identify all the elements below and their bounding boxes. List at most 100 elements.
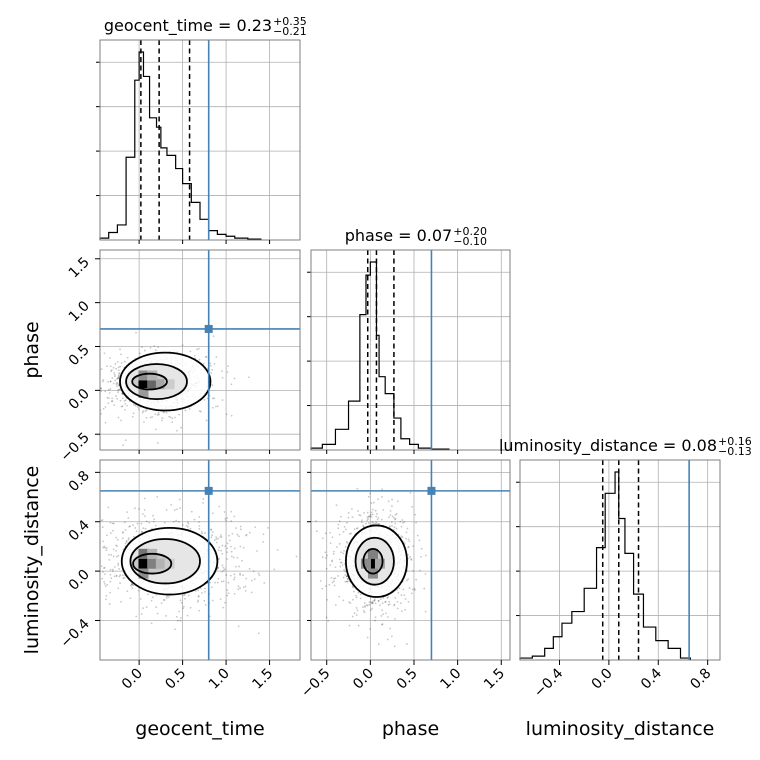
sample-point [109,573,112,576]
sample-point [321,587,324,590]
sample-point [171,417,174,420]
sample-point [407,545,410,548]
y-tick-label: 0.0 [66,567,93,594]
truth-marker [204,324,213,333]
sample-point [104,390,107,393]
sample-point [321,556,324,559]
sample-point [412,545,414,547]
sample-point [210,372,213,375]
sample-point [203,599,206,602]
sample-point [329,542,332,544]
sample-point [120,353,122,356]
sample-point [353,612,356,614]
panel-title-luminosity_distance: luminosity_distance = 0.08 [499,436,717,456]
sample-point [148,521,151,524]
sample-point [394,513,397,516]
hist-panel-luminosity_distance: luminosity_distance = 0.08 +0.16−0.13 [499,435,752,661]
panel-title-phase: phase = 0.07 [345,226,452,245]
sample-point [96,562,98,564]
x-tick-label: 1.0 [206,666,233,693]
sample-point [346,575,348,578]
sample-point [333,584,336,587]
sample-point [104,546,107,549]
sample-point [211,531,214,534]
sample-point [89,545,91,547]
sample-point [125,541,128,543]
sample-point [198,358,201,361]
sample-point [230,550,233,553]
y-tick-label: 0.8 [66,468,93,495]
sample-point [114,379,117,382]
sample-point [90,387,92,389]
sample-point [75,567,77,569]
sample-point [160,602,163,605]
sample-point [161,419,163,422]
density-cell [155,379,166,390]
sample-point [325,616,328,619]
sample-point [359,514,362,517]
sample-point [377,523,379,525]
sample-point [101,577,104,580]
sample-point [355,594,357,597]
sample-point [143,349,146,352]
sample-point [163,599,166,601]
sample-point [178,413,181,416]
sample-point [336,546,338,548]
sample-point [121,405,124,407]
sample-point [168,415,171,418]
sample-point [129,525,132,528]
sample-point [198,525,201,527]
sample-point [209,364,212,367]
sample-point [156,414,159,416]
sample-point [375,512,378,515]
sample-point [372,521,375,524]
sample-point [215,541,218,544]
sample-point [213,539,216,542]
sample-point [212,335,215,338]
sample-point [379,598,382,601]
sample-point [366,604,369,607]
sample-point [218,546,221,549]
title-minus-error: −0.10 [453,235,487,248]
y-tick-label: −0.5 [57,430,92,465]
sample-point [66,554,68,556]
sample-point [221,399,224,401]
sample-point [127,538,130,541]
sample-point [239,525,242,528]
sample-point [357,624,360,627]
contour-line [362,547,384,575]
sample-point [176,619,179,622]
sample-point [344,545,347,548]
sample-point [391,505,393,507]
sample-point [230,545,232,548]
sample-point [117,587,120,590]
sample-point [89,367,91,369]
sample-point [97,377,99,379]
sample-point [343,526,346,528]
sample-point [131,583,133,586]
sample-point [399,520,402,523]
x-tick-label: 0.0 [350,666,377,693]
sample-point [152,520,155,523]
sample-point [103,567,105,570]
sample-point [157,346,160,349]
sample-point [155,606,158,609]
density-cell [147,558,158,569]
sample-point [368,601,371,604]
sample-point [345,575,348,578]
sample-point [123,521,126,524]
sample-point [122,531,125,533]
sample-point [116,545,119,547]
sample-point [364,604,366,607]
histogram-bin [379,377,385,450]
sample-point [213,397,216,400]
contour-line [131,372,168,391]
sample-point [373,599,376,602]
sample-point [82,594,84,596]
histogram-bin [200,219,209,240]
sample-point [223,511,226,513]
sample-point [242,586,245,589]
sample-point [149,416,152,419]
sample-point [138,508,140,510]
sample-point [356,487,359,490]
